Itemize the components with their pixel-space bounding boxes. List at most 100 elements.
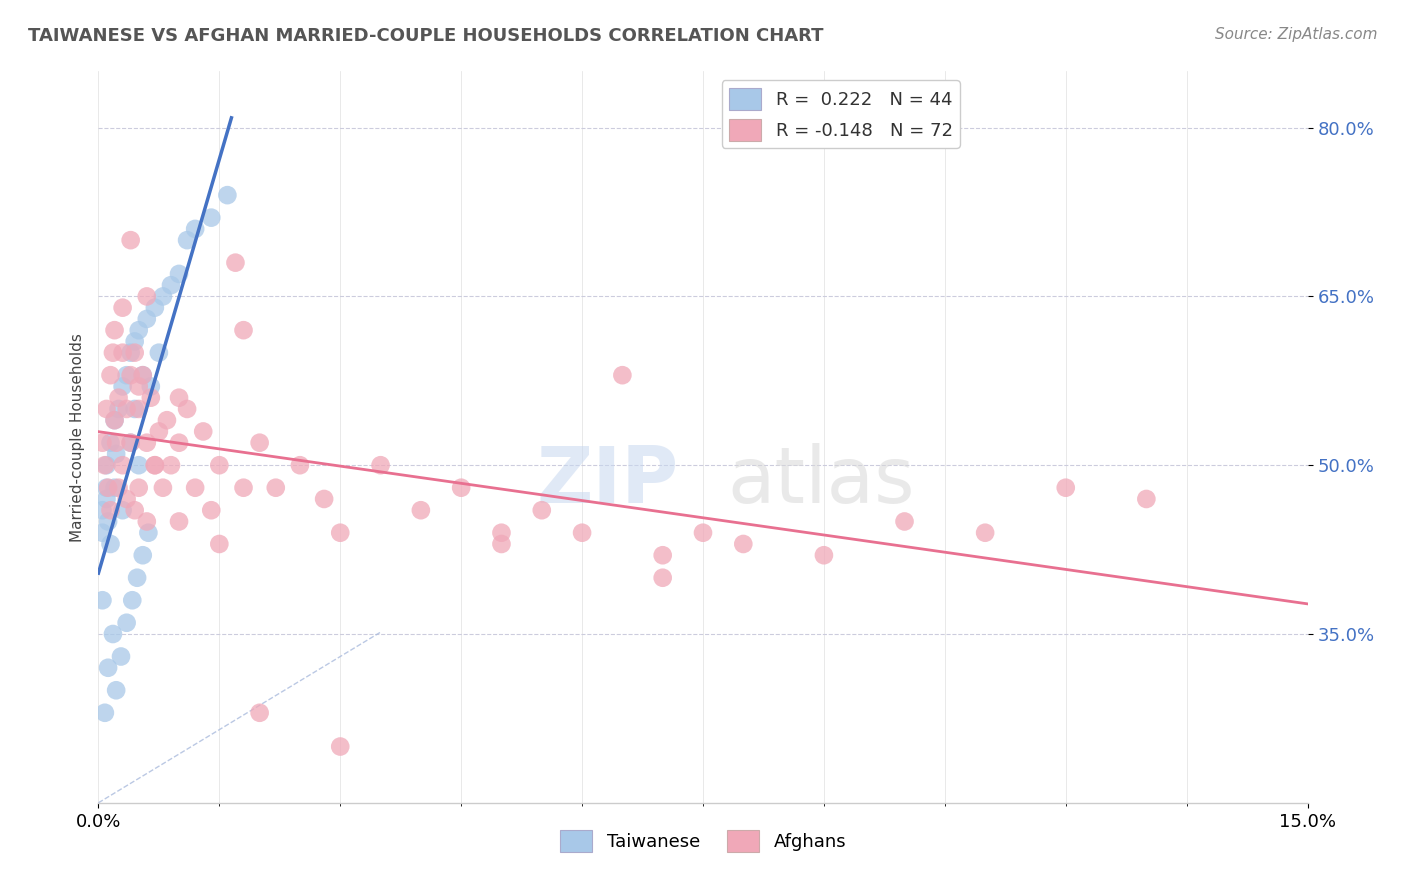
Point: [128, 401, 150, 416]
Point: [135, 515, 157, 529]
Point: [217, 188, 239, 202]
Legend: Taiwanese, Afghans: Taiwanese, Afghans: [553, 823, 853, 860]
Point: [97, 481, 120, 495]
Point: [491, 525, 513, 540]
Point: [100, 503, 122, 517]
Point: [651, 548, 673, 562]
Point: [110, 649, 132, 664]
Point: [115, 615, 138, 630]
Point: [96, 481, 118, 495]
Point: [103, 323, 125, 337]
Point: [128, 458, 150, 473]
Y-axis label: Married-couple Households: Married-couple Households: [69, 333, 84, 541]
Point: [121, 593, 143, 607]
Point: [120, 233, 142, 247]
Point: [103, 481, 125, 495]
Point: [132, 368, 155, 383]
Point: [152, 289, 174, 303]
Point: [176, 401, 198, 416]
Point: [111, 503, 134, 517]
Point: [100, 368, 122, 383]
Point: [893, 515, 915, 529]
Point: [103, 413, 125, 427]
Point: [128, 379, 150, 393]
Point: [91, 593, 114, 607]
Point: [127, 571, 149, 585]
Point: [143, 458, 166, 473]
Point: [152, 481, 174, 495]
Point: [115, 368, 138, 383]
Point: [91, 503, 114, 517]
Point: [571, 525, 593, 540]
Point: [224, 255, 246, 269]
Point: [96, 458, 118, 473]
Point: [139, 379, 162, 393]
Point: [232, 323, 254, 337]
Point: [94, 458, 117, 473]
Point: [120, 368, 142, 383]
Point: [288, 458, 311, 473]
Point: [184, 222, 207, 236]
Point: [167, 515, 190, 529]
Point: [105, 447, 128, 461]
Point: [107, 481, 129, 495]
Point: [450, 481, 472, 495]
Point: [193, 425, 215, 439]
Point: [208, 458, 231, 473]
Point: [124, 401, 146, 416]
Point: [128, 323, 150, 337]
Point: [974, 525, 997, 540]
Point: [491, 537, 513, 551]
Point: [184, 481, 207, 495]
Point: [91, 435, 114, 450]
Point: [167, 267, 190, 281]
Point: [111, 301, 134, 315]
Point: [692, 525, 714, 540]
Point: [132, 548, 155, 562]
Point: [96, 491, 118, 506]
Point: [148, 425, 170, 439]
Point: [143, 458, 166, 473]
Point: [124, 503, 146, 517]
Point: [409, 503, 432, 517]
Point: [132, 368, 155, 383]
Point: [111, 345, 134, 359]
Point: [115, 491, 138, 506]
Point: [107, 401, 129, 416]
Point: [813, 548, 835, 562]
Text: atlas: atlas: [727, 443, 915, 519]
Point: [530, 503, 553, 517]
Point: [135, 435, 157, 450]
Point: [167, 435, 190, 450]
Point: [101, 345, 124, 359]
Text: Source: ZipAtlas.com: Source: ZipAtlas.com: [1215, 27, 1378, 42]
Point: [100, 435, 122, 450]
Point: [105, 435, 128, 450]
Point: [329, 525, 352, 540]
Point: [612, 368, 634, 383]
Point: [135, 289, 157, 303]
Point: [124, 334, 146, 349]
Point: [264, 481, 287, 495]
Point: [167, 391, 190, 405]
Point: [97, 661, 120, 675]
Point: [97, 515, 120, 529]
Point: [329, 739, 352, 754]
Point: [105, 683, 128, 698]
Point: [101, 627, 124, 641]
Point: [200, 211, 222, 225]
Point: [314, 491, 336, 506]
Point: [176, 233, 198, 247]
Point: [1135, 491, 1157, 506]
Point: [651, 571, 673, 585]
Point: [128, 481, 150, 495]
Point: [370, 458, 392, 473]
Point: [120, 435, 142, 450]
Point: [103, 413, 125, 427]
Point: [200, 503, 222, 517]
Point: [232, 481, 254, 495]
Point: [111, 458, 134, 473]
Point: [111, 379, 134, 393]
Point: [138, 525, 160, 540]
Point: [249, 706, 271, 720]
